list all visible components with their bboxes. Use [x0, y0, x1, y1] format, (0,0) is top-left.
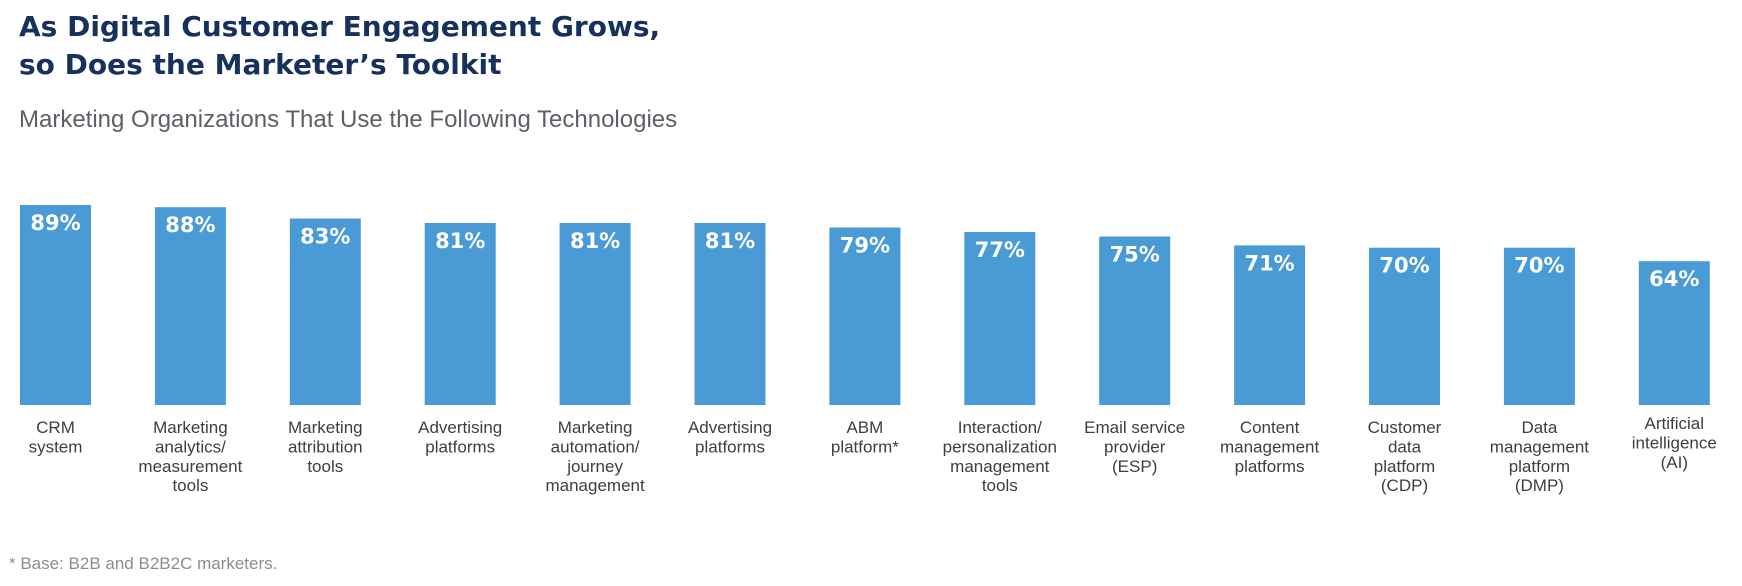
bar-value-label: 81%	[705, 229, 755, 253]
bar-value-label: 81%	[570, 229, 620, 253]
bar-value-label: 88%	[165, 213, 215, 237]
bar	[1099, 236, 1171, 405]
chart-title: As Digital Customer Engagement Grows, so…	[19, 8, 660, 84]
category-label: Content management platforms	[1220, 418, 1320, 476]
bar	[829, 227, 901, 405]
category-label: Marketing analytics/measurement tools	[138, 418, 242, 495]
bar	[154, 207, 226, 405]
category-label: Interaction/personalization management too…	[943, 418, 1057, 495]
bar-value-label: 89%	[30, 211, 80, 235]
bar-value-label: 70%	[1379, 254, 1429, 278]
category-label: Advertising platforms	[418, 418, 502, 456]
category-label: Advertising platforms	[688, 418, 772, 456]
bar	[694, 223, 766, 405]
bar	[20, 205, 91, 405]
bar	[424, 223, 496, 405]
bar	[289, 218, 361, 405]
category-label: Customer data platform (CDP)	[1368, 418, 1442, 495]
category-label: CRM system	[29, 418, 83, 456]
bar-value-label: 70%	[1514, 254, 1564, 278]
bar-value-label: 64%	[1649, 267, 1699, 291]
category-label: Data management platform (DMP)	[1490, 418, 1590, 495]
bar-value-label: 75%	[1110, 243, 1160, 267]
bar	[964, 232, 1036, 405]
footnote: * Base: B2B and B2B2C marketers.	[9, 554, 278, 573]
bar-value-label: 71%	[1244, 251, 1294, 275]
bar-value-label: 79%	[840, 234, 890, 258]
category-label: ABM platform*	[831, 418, 899, 456]
chart-subtitle: Marketing Organizations That Use the Fol…	[19, 106, 678, 133]
bar-value-label: 77%	[975, 238, 1025, 262]
category-label: Email service provider (ESP)	[1084, 418, 1185, 476]
bar-value-label: 83%	[300, 225, 350, 249]
bar	[559, 223, 631, 405]
category-label: Marketing automation/journey management	[545, 418, 645, 495]
bar	[1369, 247, 1440, 405]
bar	[1234, 245, 1306, 405]
category-label: Artificial intelligence (AI)	[1632, 414, 1717, 472]
chart-title-line2: so Does the Marketer’s Toolkit	[19, 48, 502, 81]
category-label: Marketing attribution tools	[288, 418, 363, 476]
bar	[1638, 261, 1710, 405]
bar-value-label: 81%	[435, 229, 485, 253]
chart-title-line1: As Digital Customer Engagement Grows,	[19, 10, 661, 43]
bar	[1503, 247, 1575, 405]
